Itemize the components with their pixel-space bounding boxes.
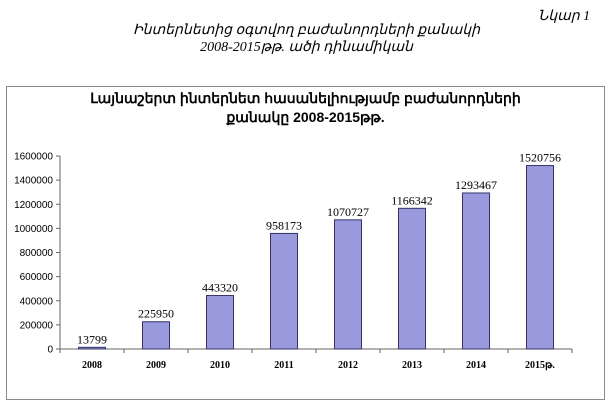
document-title-line1: Ինտերնետից օգտվող բաժանորդների քանակի: [132, 23, 481, 38]
chart-title-line2: քանակը 2008-2015թթ.: [226, 109, 385, 125]
chart-title-line1: Լայնաշերտ ինտերնետ հասանելիությամբ բաժան…: [90, 90, 521, 106]
value-label: 1070727: [327, 205, 369, 219]
category-label: 2014: [466, 360, 486, 371]
bar-2015թ.: [526, 165, 554, 350]
value-label: 443320: [202, 281, 238, 295]
category-label: 2010: [210, 360, 230, 371]
value-label: 1166342: [391, 193, 433, 207]
y-tick-label: 1000000: [14, 224, 53, 235]
value-label: 958173: [266, 218, 302, 232]
bar-2014: [462, 192, 490, 350]
y-tick-label: 1200000: [14, 200, 53, 211]
y-tick-label: 600000: [20, 272, 54, 283]
category-label: 2015թ.: [525, 360, 555, 371]
document-title-line2: 2008-2015թթ. ածի դինամիկան: [200, 40, 413, 55]
y-tick-label: 0: [47, 345, 53, 356]
category-label: 2013: [402, 360, 422, 371]
y-tick-label: 400000: [20, 296, 54, 307]
value-label: 1293467: [455, 178, 497, 192]
figure-label: Նկար 1: [538, 9, 591, 24]
y-tick-label: 1600000: [14, 152, 53, 163]
bar-2009: [142, 321, 170, 350]
value-label: 225950: [138, 307, 174, 321]
y-tick-label: 800000: [20, 248, 54, 259]
category-label: 2012: [338, 360, 358, 371]
value-label: 13799: [77, 332, 107, 346]
y-tick-label: 1400000: [14, 176, 53, 187]
bar-2013: [398, 207, 426, 350]
value-label: 1520756: [519, 151, 561, 165]
category-label: 2008: [82, 360, 102, 371]
category-label: 2011: [274, 360, 293, 371]
bar-2011: [270, 232, 298, 350]
y-tick-label: 200000: [20, 320, 54, 331]
document-title: Ինտերնետից օգտվող բաժանորդների քանակի 20…: [0, 22, 613, 56]
bar-2012: [334, 219, 362, 350]
bar-2010: [206, 295, 234, 350]
bar-2008: [78, 346, 106, 350]
category-label: 2009: [146, 360, 166, 371]
